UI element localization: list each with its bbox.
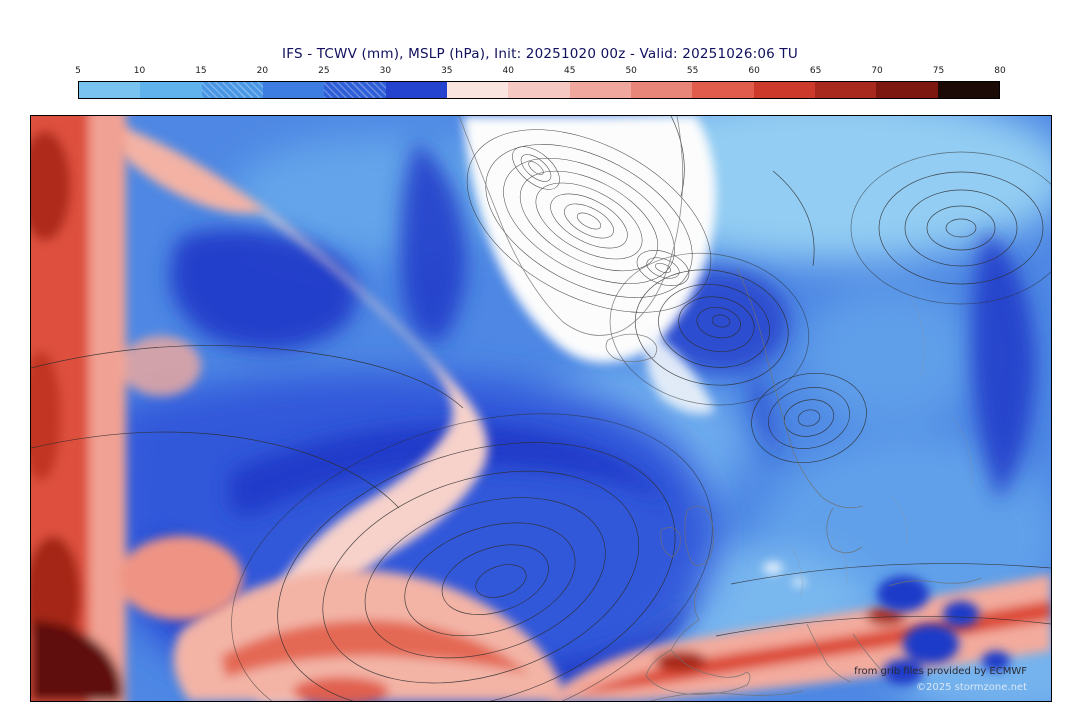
colorbar-segment <box>508 82 570 98</box>
colorbar: 5 10 15 20 25 30 35 40 45 50 55 60 65 70 75 80 <box>75 66 1006 99</box>
colorbar-tick-label: 40 <box>502 66 514 76</box>
country-borders <box>790 295 972 597</box>
colorbar-segment <box>262 82 325 98</box>
colorbar-segment <box>140 82 202 98</box>
colorbar-tick-label: 25 <box>318 66 330 76</box>
western-moist-band <box>31 116 243 701</box>
colorbar-segment <box>630 82 693 98</box>
greenland-contours <box>466 129 712 313</box>
colorbar-segment <box>814 82 877 98</box>
colorbar-tick-label: 55 <box>686 66 699 76</box>
colorbar-tick-label: 75 <box>932 66 945 76</box>
colorbar-segment <box>79 82 141 98</box>
coastlines <box>458 116 982 701</box>
colorbar-tick-label: 65 <box>809 66 822 76</box>
colorbar-tick-label: 5 <box>75 66 81 76</box>
colorbar-tick-label: 60 <box>748 66 760 76</box>
colorbar-bar <box>78 81 1000 99</box>
colorbar-segment <box>692 82 754 98</box>
colorbar-segment <box>446 82 509 98</box>
colorbar-segment <box>385 82 447 98</box>
colorbar-tick-label: 70 <box>871 66 883 76</box>
colorbar-segment <box>324 82 386 98</box>
colorbar-tick-label: 15 <box>195 66 207 76</box>
colorbar-tick-label: 50 <box>625 66 637 76</box>
colorbar-tick-label: 20 <box>256 66 269 76</box>
credit-text-source: from grib files provided by ECMWF <box>854 666 1027 677</box>
colorbar-tick-label: 30 <box>379 66 392 76</box>
colorbar-tick-label: 10 <box>133 66 146 76</box>
colorbar-segment <box>876 82 938 98</box>
colorbar-ticks: 5 10 15 20 25 30 35 40 45 50 55 60 65 70 75 80 <box>75 66 1006 79</box>
colorbar-tick-label: 45 <box>563 66 576 76</box>
colorbar-tick-label: 35 <box>441 66 453 76</box>
tcwv-mslp-map <box>31 116 1051 701</box>
colorbar-segment <box>937 82 999 98</box>
colorbar-segment <box>753 82 815 98</box>
colorbar-tick-label: 80 <box>994 66 1006 76</box>
colorbar-segment <box>201 82 263 98</box>
colorbar-segment <box>569 82 631 98</box>
map-area: from grib files provided by ECMWF ©2025 … <box>30 115 1052 702</box>
chart-title: IFS - TCWV (mm), MSLP (hPa), Init: 20251… <box>282 46 798 62</box>
credit-text-copyright: ©2025 stormzone.net <box>915 681 1027 693</box>
map-credits: from grib files provided by ECMWF ©2025 … <box>854 664 1027 695</box>
tcwv-field <box>31 116 1051 701</box>
